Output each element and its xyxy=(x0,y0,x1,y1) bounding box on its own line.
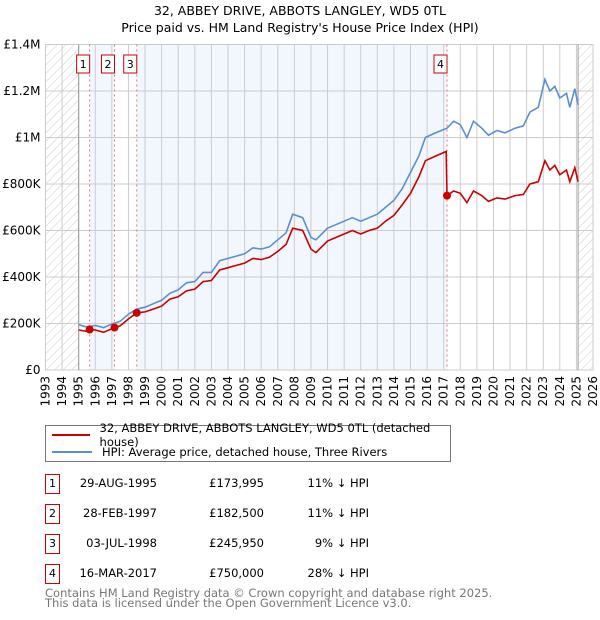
chart-title: 32, ABBEY DRIVE, ABBOTS LANGLEY, WD5 0TL xyxy=(153,3,447,18)
sale-marker: 2 xyxy=(45,504,60,524)
sale-label-box xyxy=(123,54,138,74)
sale-point xyxy=(110,323,119,332)
x-tick-label: 2007 xyxy=(271,376,285,407)
y-tick-label: £400K xyxy=(2,270,42,284)
x-tick-label: 2024 xyxy=(553,376,567,407)
hatched-period xyxy=(578,44,593,370)
x-tick-label: 2000 xyxy=(155,376,169,407)
x-tick-label: 2020 xyxy=(486,376,500,407)
legend-item-hpi: HPI: Average price, detached house, Thre… xyxy=(46,444,387,460)
x-tick-label: 2015 xyxy=(404,376,418,407)
sale-point xyxy=(85,325,94,334)
y-tick-label: £800K xyxy=(2,177,42,191)
x-tick-label: 2019 xyxy=(470,376,484,407)
x-tick-label: 1995 xyxy=(72,376,86,407)
legend-item-property: 32, ABBEY DRIVE, ABBOTS LANGLEY, WD5 0TL… xyxy=(46,421,450,449)
sale-marker: 4 xyxy=(45,564,60,584)
sale-row: 4 16-MAR-2017 £750,000 28% ↓ HPI xyxy=(45,564,385,584)
x-tick-label: 2021 xyxy=(503,376,517,407)
plot-border xyxy=(45,44,594,371)
sale-price: £173,995 xyxy=(209,476,264,490)
x-tick-label: 2006 xyxy=(254,376,268,407)
x-tick-label: 2004 xyxy=(221,376,235,407)
x-tick-label: 2012 xyxy=(354,376,368,407)
y-tick-label: £600K xyxy=(2,224,42,238)
x-tick-label: 2005 xyxy=(238,376,252,407)
x-tick-label: 2025 xyxy=(569,376,583,407)
x-tick-label: 2002 xyxy=(188,376,202,407)
sale-point xyxy=(443,191,451,200)
x-tick-label: 2016 xyxy=(420,376,434,407)
x-tick-label: 2023 xyxy=(536,376,550,407)
x-tick-label: 1999 xyxy=(138,376,152,407)
sale-price: £182,500 xyxy=(209,506,264,520)
x-tick-label: 2026 xyxy=(586,376,600,407)
legend-line-red xyxy=(52,434,90,436)
sale-label-box xyxy=(76,54,91,74)
sale-date: 03-JUL-1998 xyxy=(86,536,157,550)
x-tick-label: 1998 xyxy=(121,376,135,407)
sale-date: 28-FEB-1997 xyxy=(83,506,157,520)
sale-hpi-diff: 11% ↓ HPI xyxy=(307,476,369,490)
sale-label: 2 xyxy=(105,58,112,71)
legend-line-blue xyxy=(52,451,92,453)
sale-date: 16-MAR-2017 xyxy=(79,566,157,580)
sale-row: 1 29-AUG-1995 £173,995 11% ↓ HPI xyxy=(45,474,385,494)
footer: Contains HM Land Registry data © Crown c… xyxy=(45,586,493,610)
sale-date: 29-AUG-1995 xyxy=(79,476,157,490)
x-tick-label: 1996 xyxy=(88,376,102,407)
legend: 32, ABBEY DRIVE, ABBOTS LANGLEY, WD5 0TL… xyxy=(45,421,451,462)
sale-marker: 3 xyxy=(45,534,60,554)
x-tick-label: 2017 xyxy=(437,376,451,407)
legend-label: HPI: Average price, detached house, Thre… xyxy=(102,445,388,459)
x-tick-label: 2022 xyxy=(520,376,534,407)
x-tick-label: 2014 xyxy=(387,376,401,407)
sale-price: £245,950 xyxy=(209,536,264,550)
y-tick-label: £1M xyxy=(15,131,41,145)
sale-row: 3 03-JUL-1998 £245,950 9% ↓ HPI xyxy=(45,534,385,554)
sale-label: 1 xyxy=(80,58,87,71)
y-tick-label: £200K xyxy=(2,317,42,331)
sale-label: 3 xyxy=(127,58,134,71)
legend-label: 32, ABBEY DRIVE, ABBOTS LANGLEY, WD5 0TL… xyxy=(99,421,431,449)
x-tick-label: 1994 xyxy=(55,376,69,407)
sale-label-box xyxy=(433,54,448,74)
sale-price: £750,000 xyxy=(209,566,264,580)
sale-label-box xyxy=(101,54,116,74)
footer-line: Contains HM Land Registry data © Crown c… xyxy=(45,586,493,600)
x-tick-label: 1997 xyxy=(105,376,119,407)
shaded-period xyxy=(136,44,447,370)
x-tick-label: 2009 xyxy=(304,376,318,407)
sale-hpi-diff: 11% ↓ HPI xyxy=(307,506,369,520)
y-tick-label: £0 xyxy=(25,363,40,377)
x-tick-label: 2003 xyxy=(204,376,218,407)
x-tick-label: 2018 xyxy=(453,376,467,407)
sale-label: 4 xyxy=(437,58,444,71)
y-tick-label: £1.2M xyxy=(3,84,40,98)
x-tick-label: 2001 xyxy=(171,376,185,407)
sale-hpi-diff: 9% ↓ HPI xyxy=(314,536,369,550)
sale-row: 2 28-FEB-1997 £182,500 11% ↓ HPI xyxy=(45,504,385,524)
y-tick-label: £1.4M xyxy=(3,38,40,52)
x-tick-label: 2013 xyxy=(370,376,384,407)
hpi-line xyxy=(78,76,579,329)
shaded-period xyxy=(89,44,115,370)
sale-hpi-diff: 28% ↓ HPI xyxy=(307,566,369,580)
sale-point xyxy=(132,308,141,317)
x-tick-label: 2011 xyxy=(337,376,351,407)
footer-line: This data is licensed under the Open Gov… xyxy=(45,596,412,610)
x-tick-label: 1993 xyxy=(39,376,53,407)
x-tick-label: 2008 xyxy=(287,376,301,407)
x-tick-label: 2010 xyxy=(321,376,335,407)
price-chart: 1993 1994 1995 1996 1997 1998 1999 2000 2001 2002… xyxy=(2,38,600,407)
property-price-line xyxy=(78,150,579,334)
sale-marker: 1 xyxy=(45,474,60,494)
chart-subtitle: Price paid vs. HM Land Registry's House … xyxy=(121,20,479,35)
